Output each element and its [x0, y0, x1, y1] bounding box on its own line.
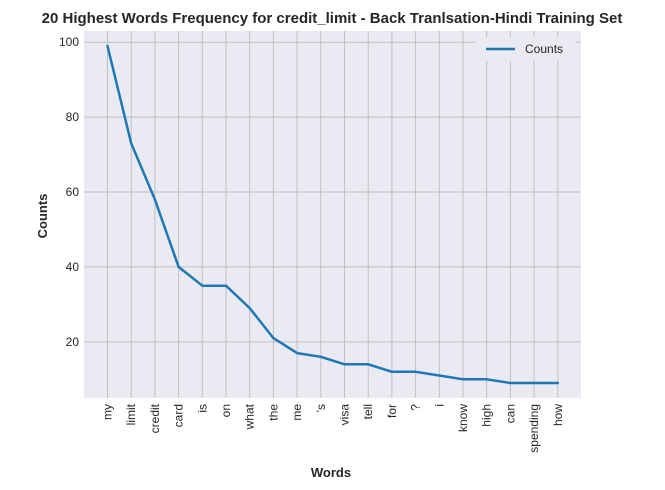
x-tick-label: visa	[338, 404, 352, 426]
y-tick-label: 100	[59, 35, 79, 49]
x-tick-label: high	[480, 404, 494, 427]
y-tick-label: 20	[66, 335, 80, 349]
x-tick-label: what	[243, 403, 257, 430]
x-tick-label: how	[551, 404, 565, 426]
x-tick-label: can	[503, 404, 517, 423]
x-tick-label: for	[385, 404, 399, 418]
x-tick-label: 's	[314, 404, 328, 412]
x-tick-label: know	[456, 404, 470, 432]
x-tick-label: tell	[361, 404, 375, 419]
plot-area	[84, 31, 581, 398]
x-tick-label: me	[290, 404, 304, 421]
axis-ticks: my limit credit card is on what the me 's visa tell…	[59, 35, 565, 452]
x-tick-label: credit	[148, 403, 162, 433]
legend: Counts	[476, 37, 576, 61]
y-axis-label: Counts	[35, 194, 50, 239]
x-tick-label: on	[219, 404, 233, 417]
x-axis-label: Words	[311, 465, 351, 480]
x-tick-label: the	[266, 404, 280, 421]
series-line-counts	[106, 44, 560, 385]
x-tick-label: spending	[527, 404, 541, 453]
x-tick-label: is	[195, 404, 209, 413]
x-tick-label: limit	[124, 403, 138, 425]
x-tick-label: my	[101, 404, 115, 420]
y-tick-label: 40	[66, 260, 80, 274]
grid-lines	[84, 31, 581, 398]
series-group	[106, 44, 560, 385]
y-tick-label: 60	[66, 185, 80, 199]
x-tick-label: i	[432, 404, 446, 407]
x-tick-label: card	[172, 404, 186, 427]
chart-title: 20 Highest Words Frequency for credit_li…	[42, 10, 623, 27]
x-tick-label: ?	[409, 404, 423, 411]
y-tick-label: 80	[66, 110, 80, 124]
legend-label-counts: Counts	[525, 42, 563, 56]
